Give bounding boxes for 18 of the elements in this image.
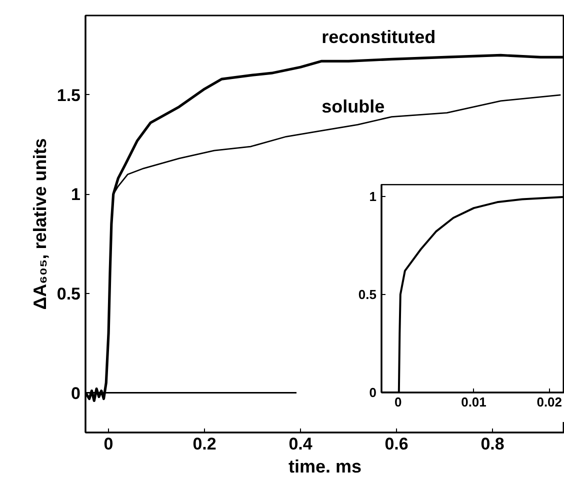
y-tick-label: 1.5: [56, 86, 81, 105]
x-tick-label: 0.8: [480, 434, 504, 454]
series-label: soluble: [322, 96, 385, 117]
x-axis-title: time. ms: [288, 456, 362, 476]
x-tick-label: 0: [104, 434, 114, 454]
y-axis-title: ΔA₆₀₅, relative units: [30, 138, 50, 310]
x-tick-label: 0.6: [384, 434, 408, 454]
y-tick-label: 1: [71, 185, 81, 204]
series-label: reconstituted: [322, 27, 436, 48]
x-tick-label: 0.01: [461, 394, 486, 410]
x-tick-label: 0.2: [192, 434, 216, 454]
y-tick-label: 0.5: [358, 286, 377, 302]
x-tick-label: 0: [394, 394, 402, 410]
x-tick-label: 0.4: [288, 434, 313, 454]
x-tick-label: 0.02: [536, 394, 562, 410]
y-tick-label: 0: [369, 385, 377, 400]
y-tick-label: 0.5: [56, 284, 81, 304]
y-tick-label: 1: [369, 188, 377, 204]
